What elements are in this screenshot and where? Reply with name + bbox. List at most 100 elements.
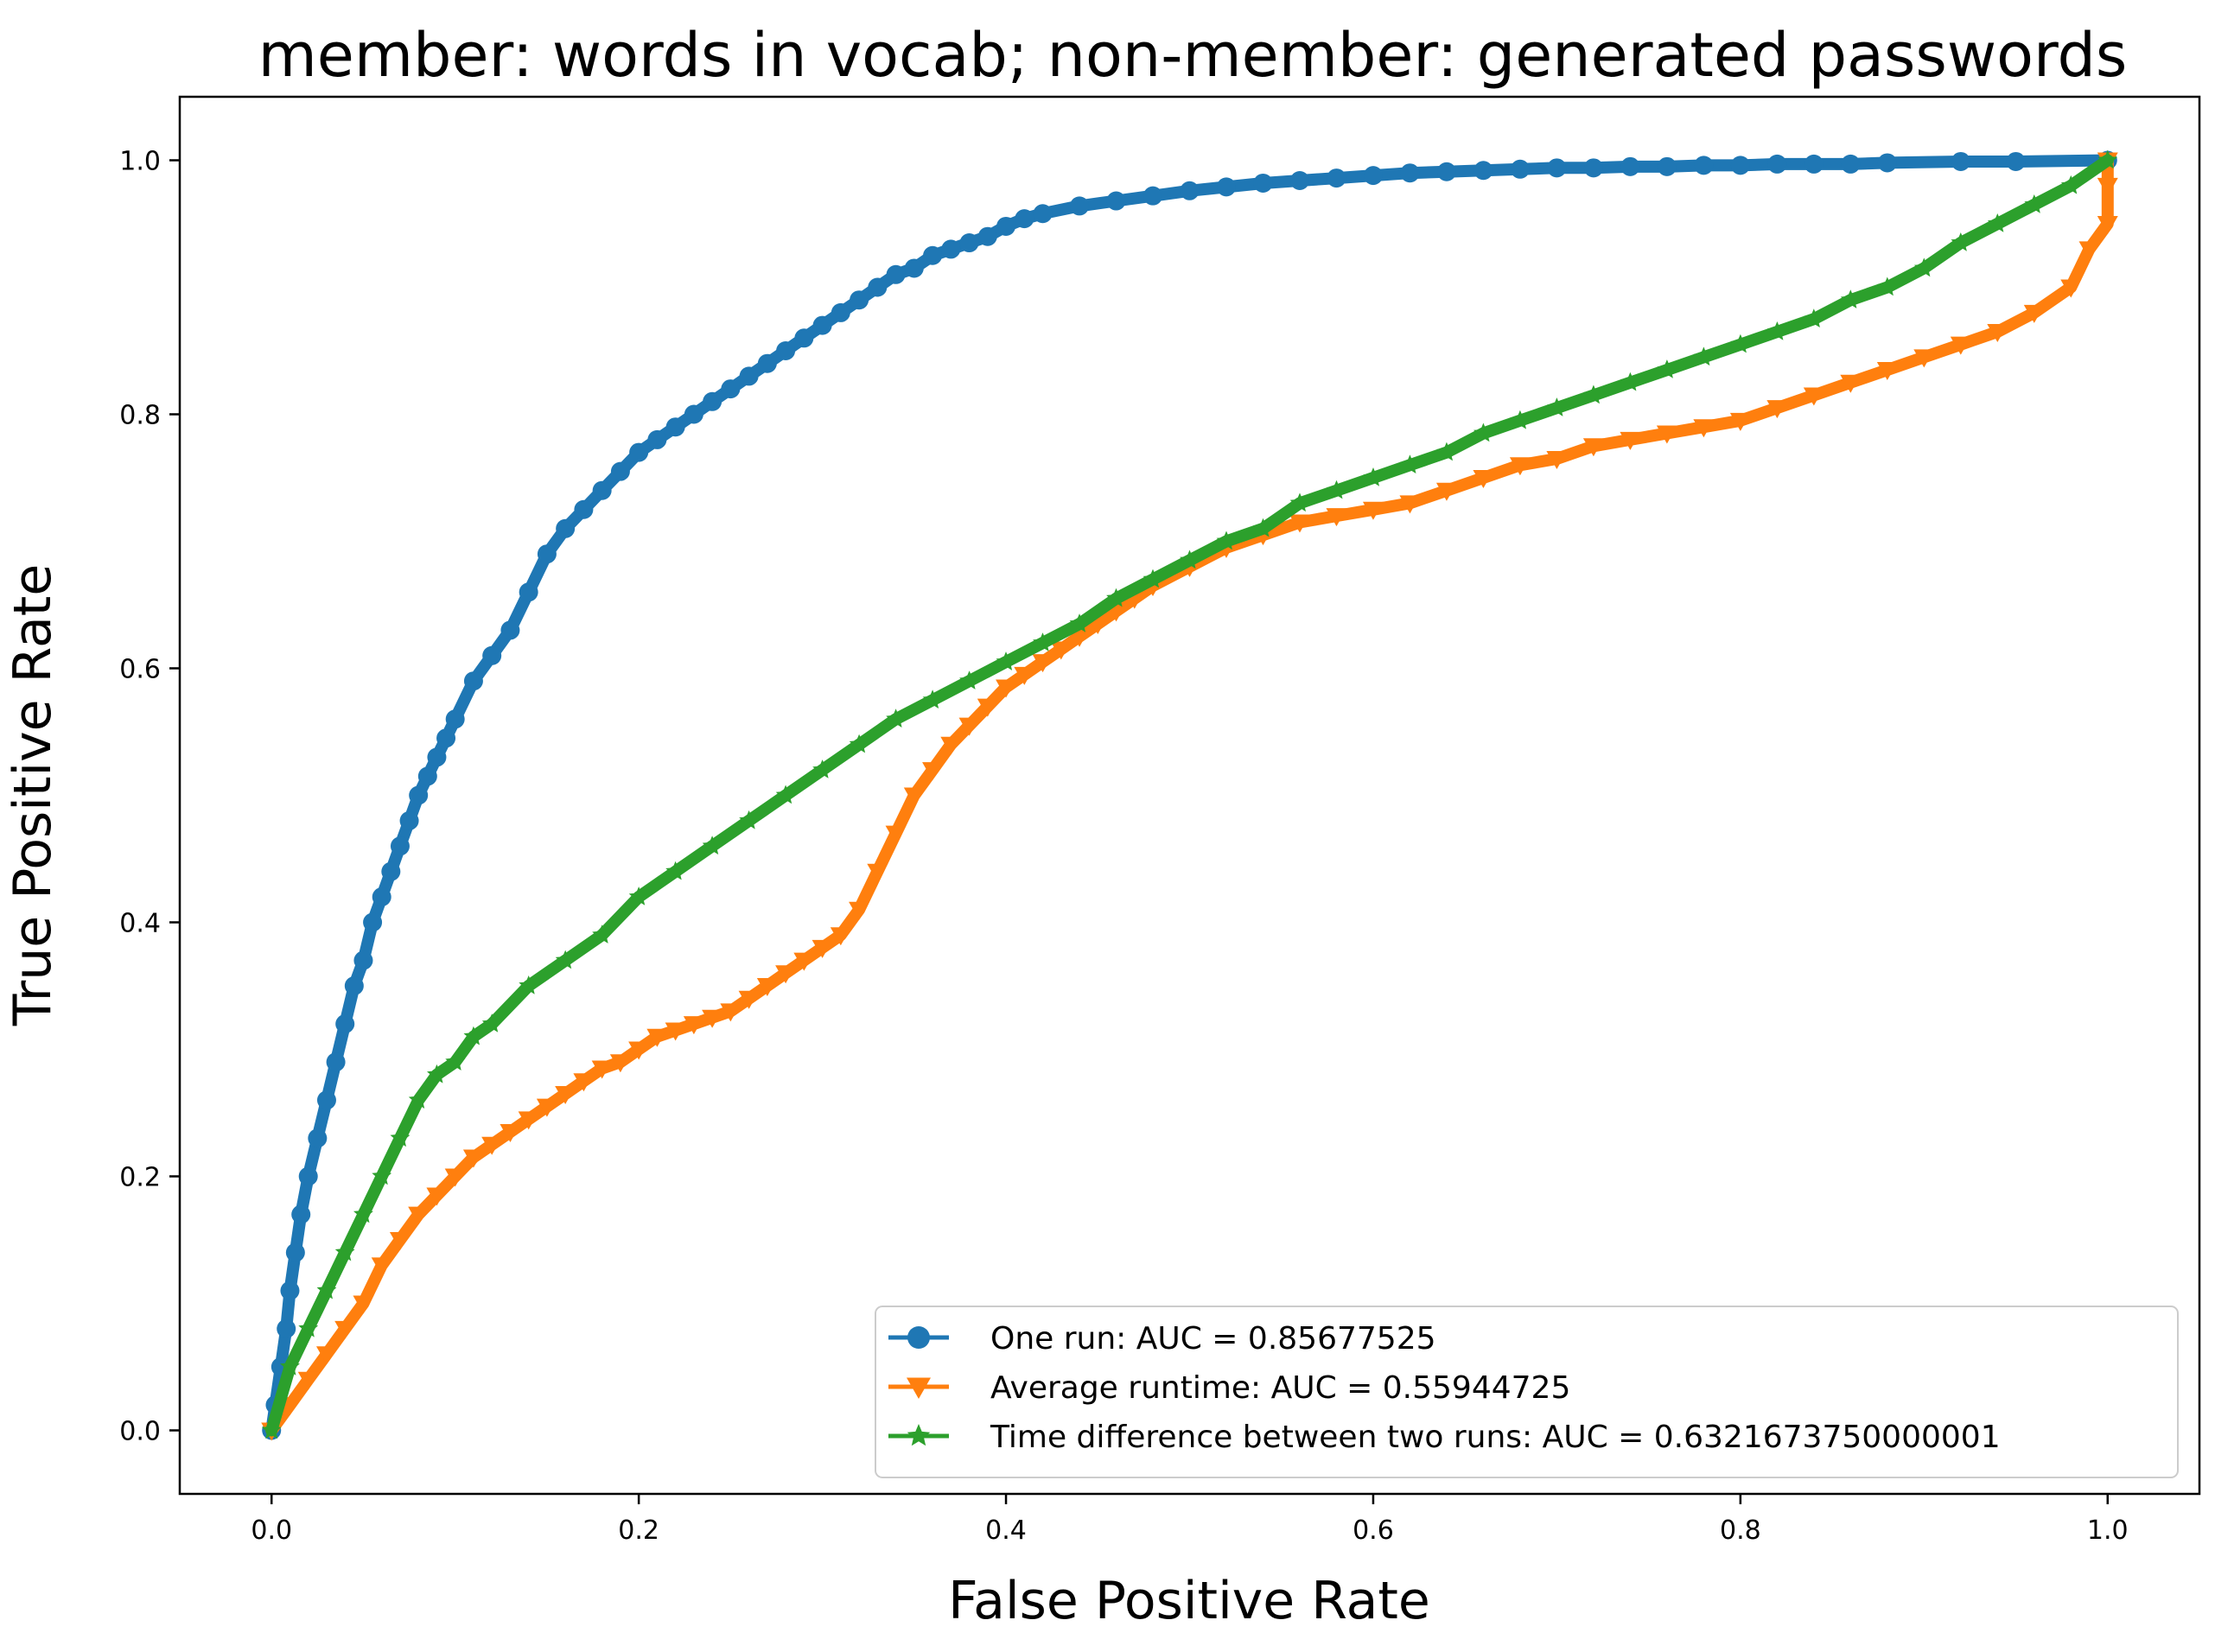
data-point (1069, 613, 1090, 632)
data-point (2097, 177, 2118, 196)
data-point (1913, 257, 1934, 277)
data-point (298, 1318, 319, 1337)
data-point (316, 1280, 337, 1299)
data-point (1767, 154, 1787, 174)
data-point (280, 1357, 300, 1376)
data-point (2060, 175, 2081, 194)
data-point (537, 544, 557, 564)
data-point (556, 518, 576, 538)
y-axis: 0.0 0.2 0.4 0.6 0.8 1.0 (119, 147, 180, 1447)
data-point (2078, 241, 2100, 260)
data-point (868, 277, 888, 297)
data-point (519, 582, 538, 602)
data-point (291, 1204, 311, 1224)
data-point (353, 1295, 374, 1314)
data-point (574, 499, 594, 519)
data-point (1546, 450, 1568, 469)
data-point (1362, 501, 1384, 520)
data-point (1014, 666, 1035, 685)
data-point (426, 1187, 448, 1206)
data-point (417, 766, 437, 786)
data-point (922, 762, 944, 781)
data-point (609, 1054, 631, 1073)
data-point (592, 480, 612, 500)
data-point (445, 709, 465, 729)
data-point (794, 328, 814, 348)
data-point (363, 912, 383, 932)
data-point (849, 734, 869, 753)
data-point (977, 698, 998, 717)
data-point (996, 651, 1016, 670)
series-1 (262, 150, 2117, 1440)
data-point (1473, 161, 1493, 181)
data-point (1032, 654, 1053, 673)
data-point (721, 379, 741, 399)
data-point (1876, 362, 1898, 381)
y-axis-title: True Positive Rate (3, 564, 63, 1026)
data-point (372, 887, 391, 907)
data-point (646, 1028, 668, 1047)
data-point (867, 863, 888, 882)
data-point (308, 1128, 328, 1148)
data-point (500, 1124, 521, 1143)
data-point (628, 886, 649, 905)
data-point (1804, 154, 1824, 174)
data-point (462, 1149, 484, 1168)
data-point (2006, 151, 2026, 171)
data-point (482, 645, 502, 665)
data-point (647, 429, 667, 449)
data-point (500, 620, 520, 640)
data-point (1766, 321, 1787, 340)
x-tick-label: 0.6 (1353, 1515, 1394, 1546)
data-point (757, 353, 777, 373)
y-tick-label: 0.2 (119, 1163, 161, 1193)
plot-frame (178, 95, 2201, 1496)
y-tick-label: 1.0 (119, 147, 161, 177)
data-point (1400, 454, 1420, 473)
data-point (1730, 334, 1751, 353)
data-point (1877, 153, 1897, 173)
legend-box (875, 1306, 2179, 1478)
x-tick-label: 0.0 (251, 1515, 292, 1546)
data-point (1913, 349, 1935, 368)
data-point (1400, 163, 1420, 183)
data-point (2097, 216, 2118, 234)
data-point (996, 679, 1017, 698)
y-tick-label: 0.4 (119, 909, 161, 939)
data-point (1694, 156, 1714, 175)
data-point (1656, 425, 1677, 444)
data-point (941, 239, 961, 259)
data-point (1987, 323, 2008, 342)
data-point (2060, 279, 2082, 298)
data-point (1143, 569, 1163, 588)
data-point (2097, 149, 2118, 169)
data-point (812, 939, 833, 958)
data-point (1583, 384, 1604, 404)
data-point (1583, 158, 1603, 178)
data-point (261, 1420, 282, 1439)
data-point (1509, 457, 1531, 476)
data-point (519, 975, 539, 994)
data-point (904, 258, 924, 278)
data-point (592, 924, 613, 944)
legend-marker (907, 1326, 930, 1349)
data-point (463, 671, 483, 691)
data-point (665, 1022, 686, 1041)
data-point (481, 1136, 503, 1155)
y-tick-label: 0.0 (119, 1417, 161, 1447)
data-point (1510, 159, 1530, 179)
data-point (812, 315, 832, 335)
data-point (518, 1111, 539, 1130)
data-point (573, 1073, 595, 1092)
data-point (702, 836, 722, 855)
data-point (665, 861, 685, 880)
data-point (738, 990, 760, 1009)
data-point (1436, 162, 1456, 181)
legend-entries: One run: AUC = 0.85677525 Average runtime… (888, 1321, 2001, 1455)
data-point (298, 1166, 318, 1186)
data-point (756, 978, 778, 996)
data-point (1804, 308, 1824, 327)
legend-label: Time difference between two runs: AUC = … (990, 1420, 2001, 1455)
data-point (277, 1318, 296, 1338)
data-point (390, 836, 410, 856)
